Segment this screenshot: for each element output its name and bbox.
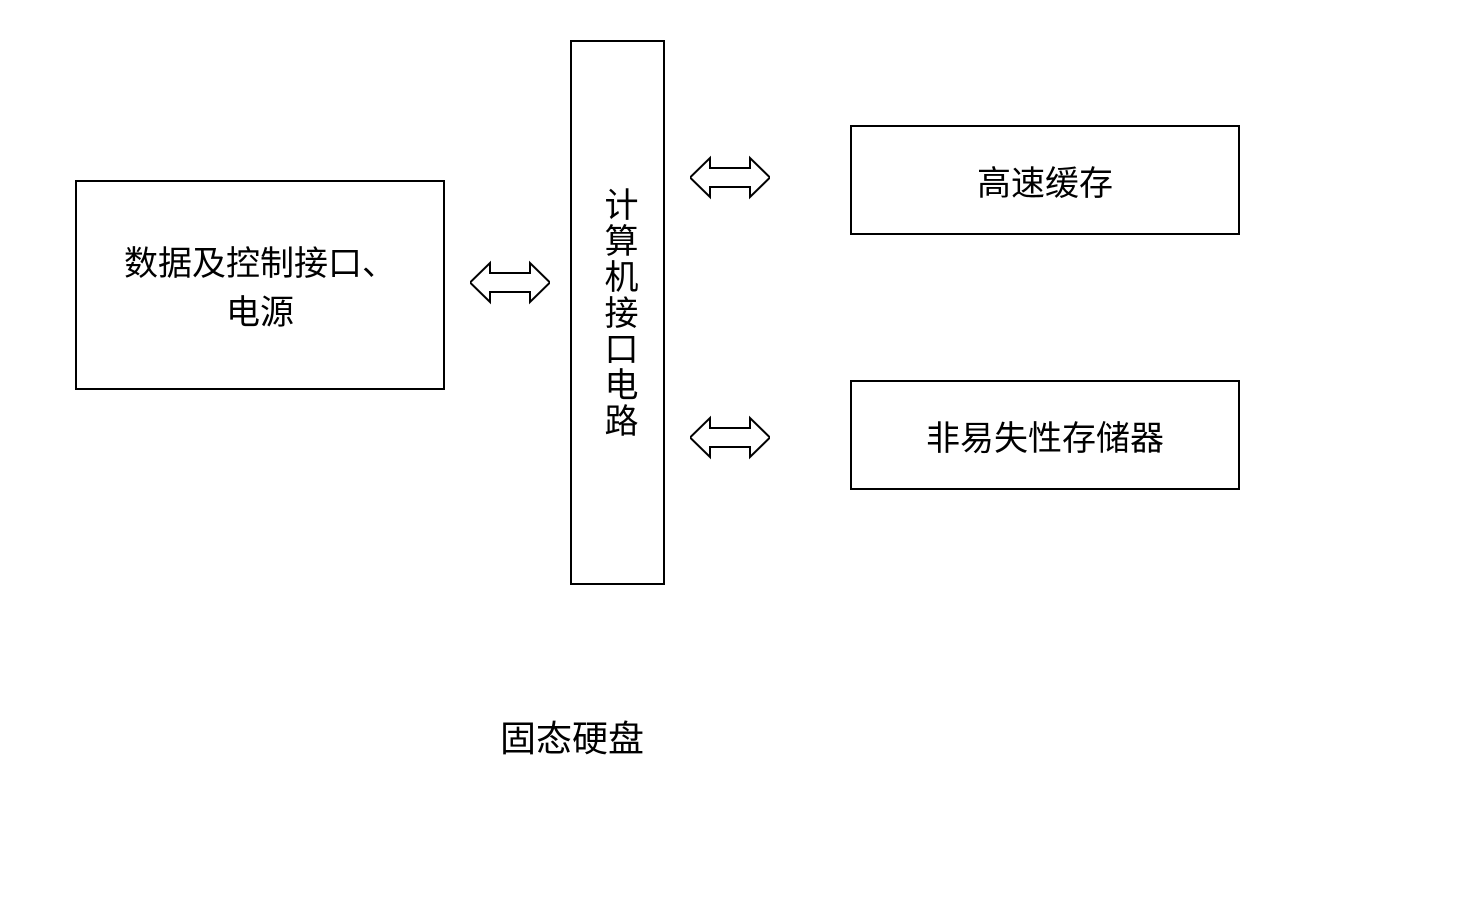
node-cache: 高速缓存 xyxy=(850,125,1240,235)
diagram-caption: 固态硬盘 xyxy=(500,710,644,762)
node-data-control-line1: 数据及控制接口、 xyxy=(124,236,396,285)
diagram-caption-text: 固态硬盘 xyxy=(500,719,644,759)
arrow-interface-to-storage xyxy=(690,410,770,465)
node-computer-interface-text: 计算机接口电路 xyxy=(593,187,642,439)
node-data-control-line2: 电源 xyxy=(124,285,396,334)
node-cache-text: 高速缓存 xyxy=(977,156,1113,205)
node-computer-interface: 计算机接口电路 xyxy=(570,40,665,585)
node-data-control: 数据及控制接口、 电源 xyxy=(75,180,445,390)
node-nonvolatile-storage-text: 非易失性存储器 xyxy=(926,411,1164,460)
arrow-data-to-interface xyxy=(470,255,550,310)
node-nonvolatile-storage: 非易失性存储器 xyxy=(850,380,1240,490)
arrow-interface-to-cache xyxy=(690,150,770,205)
node-data-control-text: 数据及控制接口、 电源 xyxy=(124,236,396,334)
